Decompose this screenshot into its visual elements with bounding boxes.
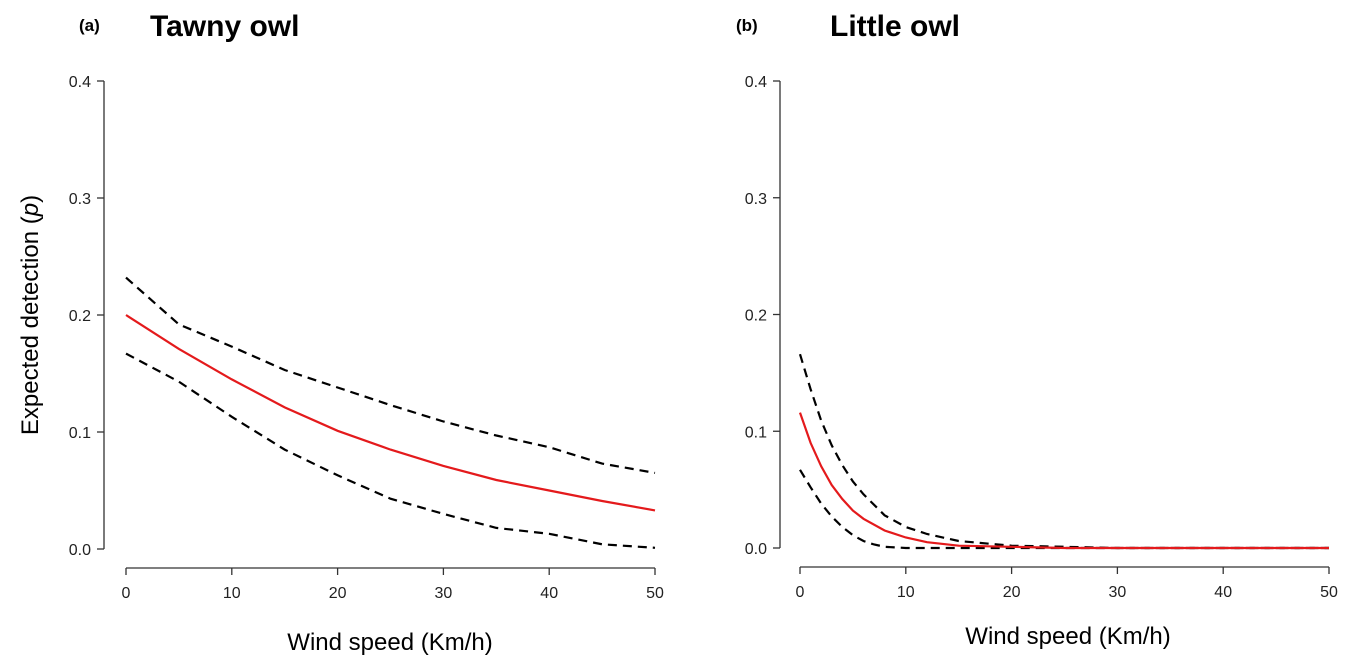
y-tick-label: 0.3 [69, 191, 91, 208]
y-tick-label: 0.3 [745, 191, 767, 208]
x-tick-label: 40 [540, 585, 558, 602]
chart-panel-b: (b) Little owl 0.0 0.1 0.2 0.3 0.4 0 10 20 30 40 50 W… [736, 10, 1338, 650]
series-line-estimate [125, 314, 656, 512]
x-axis-label: Wind speed (Km/h) [287, 629, 492, 656]
series-line-lower [799, 469, 1329, 550]
y-axis-label: Expected detection (p) [17, 195, 44, 435]
series-line-upper [798, 353, 1329, 550]
series-line-upper [125, 276, 656, 474]
y-tick-label: 0.4 [69, 74, 91, 91]
panel-label: (b) [736, 16, 758, 35]
x-tick-label: 0 [796, 584, 805, 601]
y-tick-label: 0.1 [745, 424, 767, 441]
panel-label: (a) [79, 16, 100, 35]
y-tick-label: 0.4 [745, 74, 767, 91]
series-line-estimate [798, 412, 1329, 550]
x-tick-label: 40 [1214, 584, 1232, 601]
x-tick-label: 50 [1320, 584, 1338, 601]
x-tick-label: 10 [223, 585, 241, 602]
x-tick-label: 30 [1109, 584, 1127, 601]
x-tick-label: 20 [1003, 584, 1021, 601]
x-tick-label: 50 [646, 585, 664, 602]
y-tick-label: 0.1 [69, 425, 91, 442]
x-tick-label: 20 [329, 585, 347, 602]
y-tick-label: 0.2 [69, 308, 91, 325]
series-line-lower [125, 352, 656, 549]
chart-panel-a: (a) Tawny owl 0.0 0.1 0.2 0.3 0.4 0 10 20 30 40 50 Wi… [17, 10, 664, 656]
x-axis-label: Wind speed (Km/h) [965, 623, 1170, 650]
chart-title: Little owl [830, 10, 960, 43]
x-tick-label: 30 [435, 585, 453, 602]
x-tick-label: 10 [897, 584, 915, 601]
y-tick-label: 0.0 [745, 541, 767, 558]
y-tick-label: 0.2 [745, 308, 767, 325]
y-tick-label: 0.0 [69, 542, 91, 559]
x-tick-label: 0 [122, 585, 131, 602]
chart-title: Tawny owl [150, 10, 299, 43]
